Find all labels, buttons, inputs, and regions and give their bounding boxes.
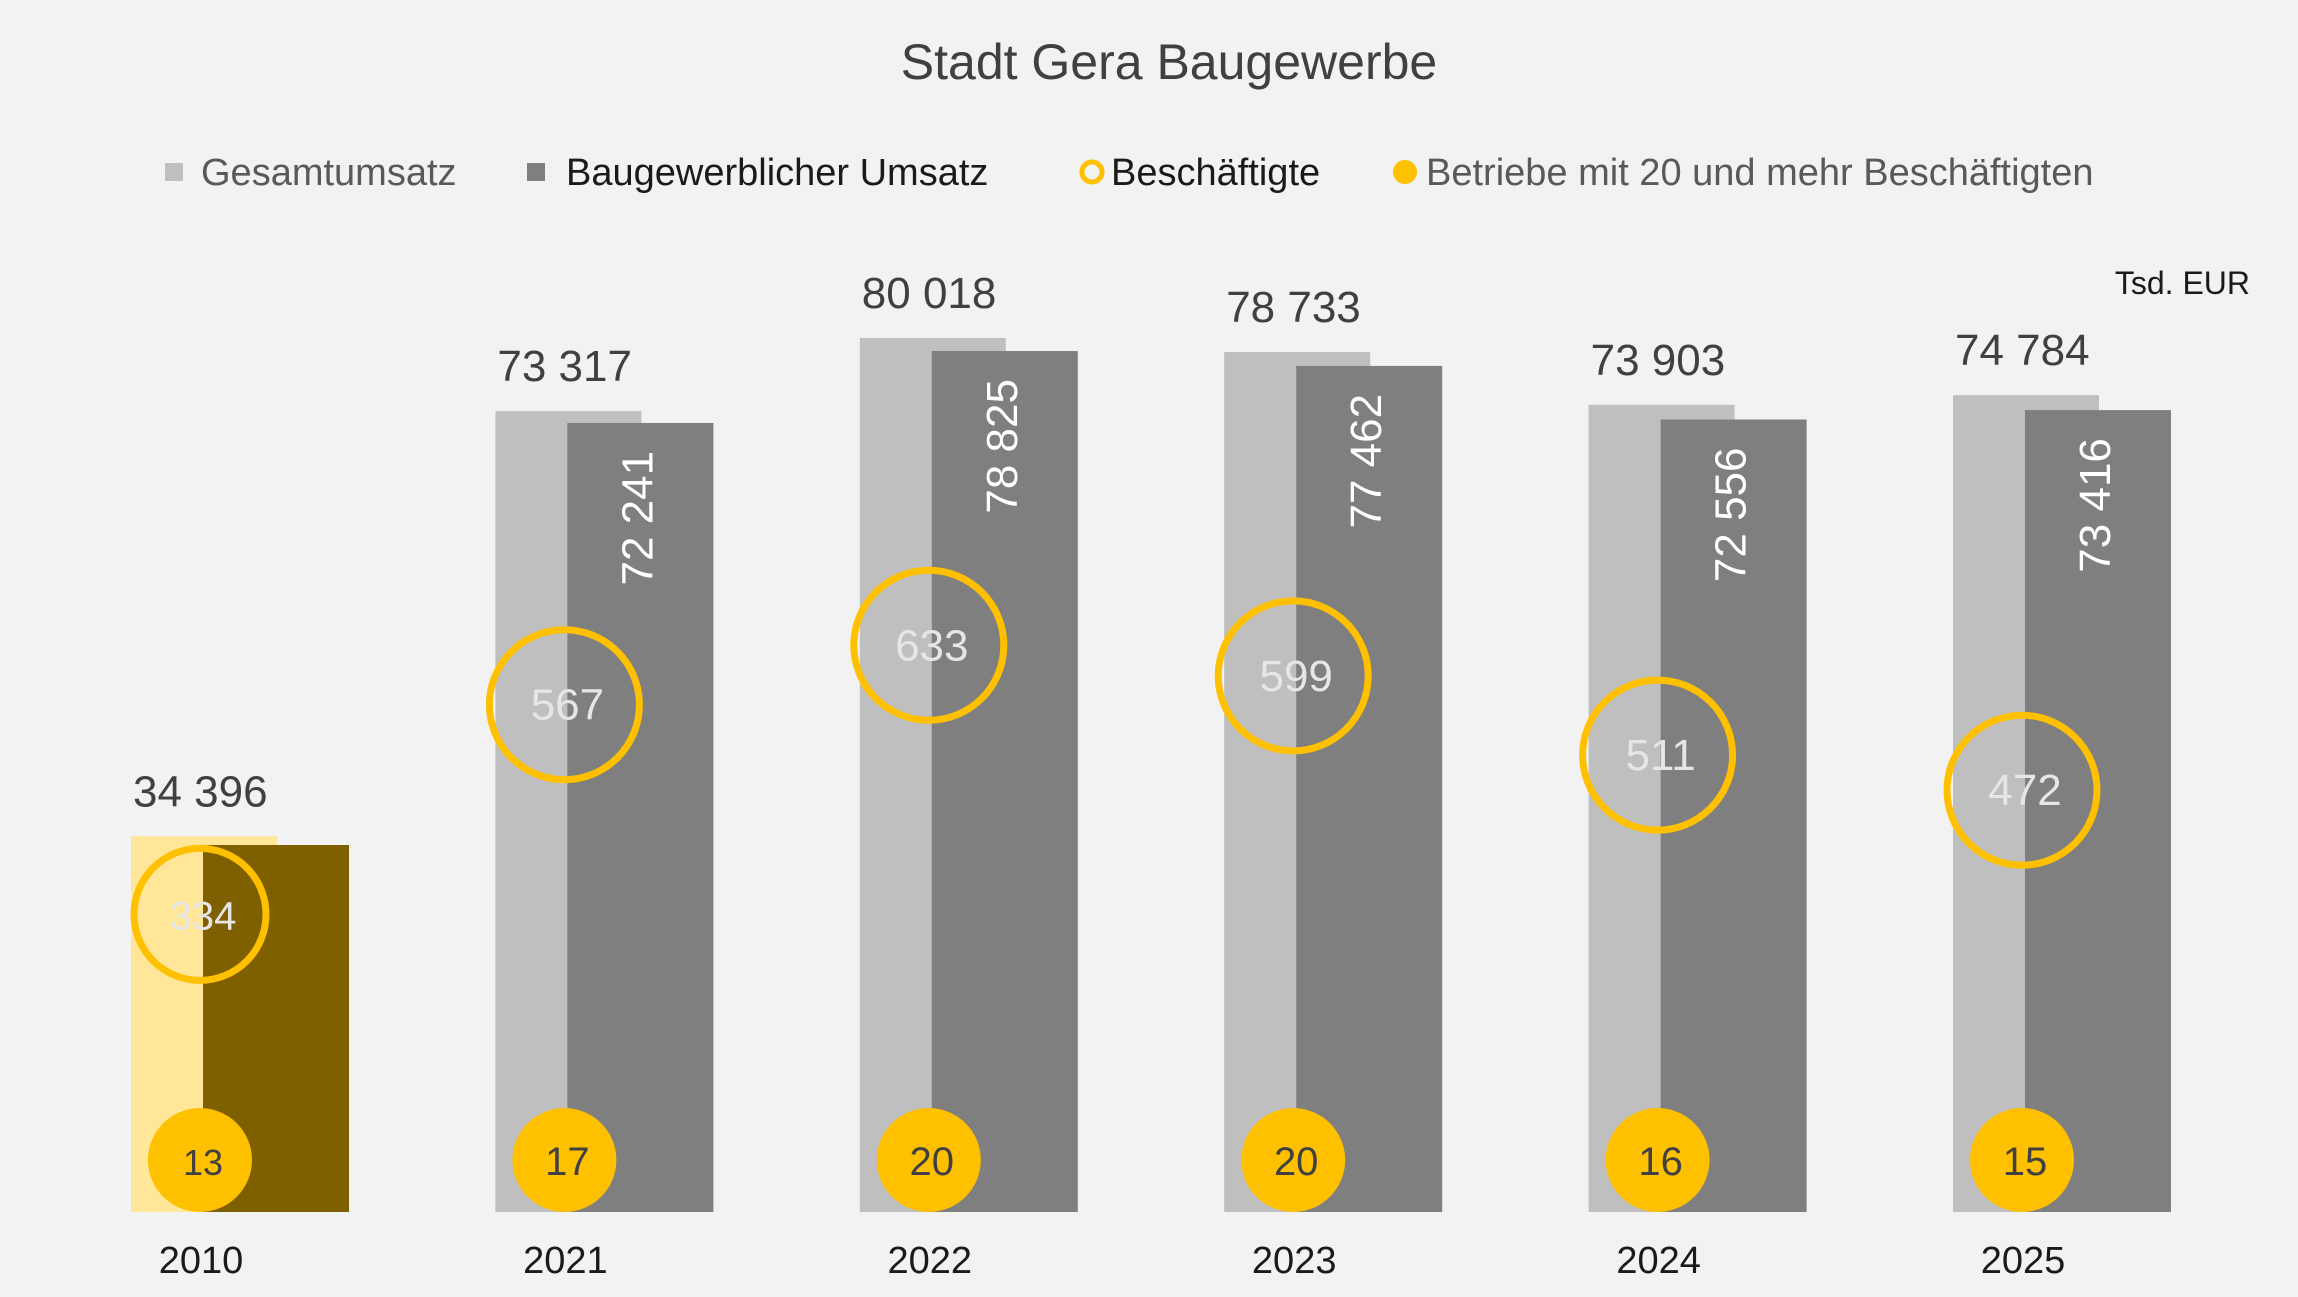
label-bau-2021: 72 241	[613, 451, 662, 586]
x-tick-2010: 2010	[159, 1240, 244, 1282]
label-gesamt-2010: 34 396	[133, 767, 268, 816]
ring-beschaeftigte-2010	[130, 844, 270, 984]
label-betriebe-2021: 17	[545, 1140, 590, 1184]
label-betriebe-2010: 13	[183, 1142, 223, 1183]
dot-betriebe-2025	[1970, 1108, 2074, 1212]
dot-betriebe-2022	[876, 1108, 981, 1212]
label-beschaeftigte-2021: 567	[531, 681, 604, 730]
unit-label: Tsd. EUR	[2115, 265, 2250, 301]
label-beschaeftigte-2024: 511	[1626, 731, 1696, 780]
label-bau-2023: 77 462	[1342, 394, 1391, 529]
legend-1-label: Baugewerblicher Umsatz	[566, 152, 988, 194]
x-tick-2021: 2021	[523, 1240, 608, 1282]
bar-bau-2022	[931, 351, 1078, 1212]
legend-1-marker	[527, 163, 545, 181]
legend-3-label: Betriebe mit 20 und mehr Beschäftigten	[1426, 152, 2094, 194]
x-tick-2022: 2022	[888, 1240, 973, 1282]
legend-2-label: Beschäftigte	[1111, 152, 1320, 194]
legend-0-marker	[165, 163, 183, 181]
ring-beschaeftigte-2021	[485, 626, 643, 784]
dot-betriebe-2010	[148, 1108, 252, 1212]
label-gesamt-2022: 80 018	[862, 269, 997, 318]
label-bau-2024: 72 556	[1707, 448, 1756, 583]
bar-bau-2025	[2025, 410, 2171, 1213]
bar-bau-2023	[1296, 365, 1443, 1212]
label-beschaeftigte-2022: 633	[895, 621, 968, 670]
x-tick-2024: 2024	[1616, 1240, 1701, 1282]
plot-area: 34 396 334 13 2010 73 317 72 241 567 17 2021 80 0…	[130, 269, 2171, 1282]
x-tick-2025: 2025	[1981, 1240, 2066, 1282]
label-beschaeftigte-2023: 599	[1259, 652, 1332, 701]
dot-betriebe-2021	[512, 1108, 617, 1212]
label-gesamt-2024: 73 903	[1591, 336, 1726, 385]
label-betriebe-2023: 20	[1274, 1140, 1319, 1184]
label-betriebe-2025: 15	[2003, 1140, 2048, 1184]
label-bau-2025: 73 416	[2071, 438, 2120, 573]
ring-beschaeftigte-2024	[1579, 676, 1737, 834]
dot-betriebe-2024	[1605, 1108, 1710, 1212]
bar-bau-2021	[567, 422, 714, 1213]
label-gesamt-2025: 74 784	[1955, 326, 2090, 375]
label-beschaeftigte-2025: 472	[1988, 766, 2061, 815]
label-gesamt-2021: 73 317	[497, 342, 632, 391]
label-betriebe-2022: 20	[910, 1140, 955, 1184]
label-betriebe-2024: 16	[1638, 1140, 1683, 1184]
bar-bau-2024	[1660, 419, 1807, 1212]
legend-0-label: Gesamtumsatz	[201, 152, 457, 194]
x-tick-2023: 2023	[1252, 1240, 1337, 1282]
ring-beschaeftigte-2022	[850, 566, 1008, 724]
ring-beschaeftigte-2023	[1214, 597, 1372, 755]
ring-beschaeftigte-2025	[1943, 711, 2101, 869]
dot-betriebe-2023	[1241, 1108, 1346, 1212]
label-beschaeftigte-2010: 334	[170, 894, 237, 938]
label-gesamt-2023: 78 733	[1226, 283, 1361, 332]
legend-2-marker	[1079, 159, 1105, 185]
label-bau-2022: 78 825	[978, 379, 1027, 514]
legend-3-marker	[1393, 160, 1417, 184]
chart-title: Stadt Gera Baugewerbe	[901, 34, 1437, 90]
legend: Gesamtumsatz Baugewerblicher Umsatz Beschä…	[165, 152, 2094, 194]
